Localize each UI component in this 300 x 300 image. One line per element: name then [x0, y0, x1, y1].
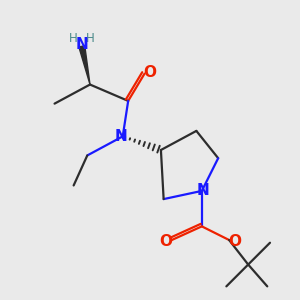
Text: H: H — [86, 32, 95, 45]
Text: N: N — [115, 129, 128, 144]
Text: O: O — [159, 234, 172, 249]
Text: N: N — [197, 183, 210, 198]
Text: O: O — [229, 234, 242, 249]
Text: N: N — [75, 38, 88, 52]
Text: O: O — [143, 65, 157, 80]
Text: H: H — [69, 32, 77, 45]
Polygon shape — [79, 46, 90, 85]
